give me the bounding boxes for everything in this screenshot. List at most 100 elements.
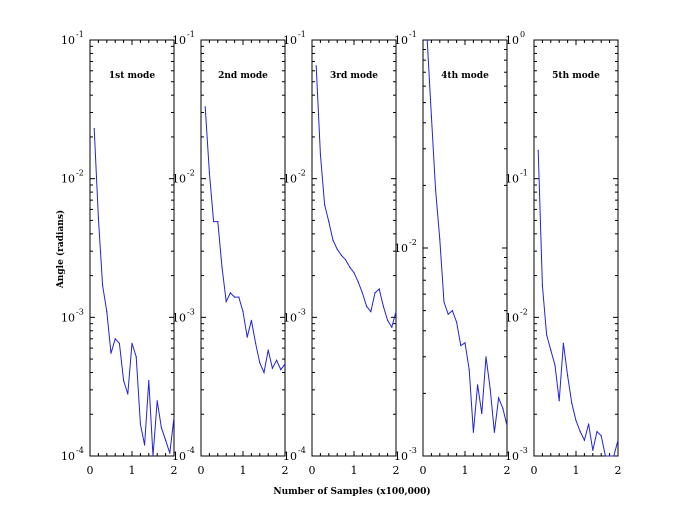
- y-tick-exponent: -1: [520, 169, 528, 178]
- y-tick-label: 10: [61, 450, 75, 463]
- x-axis-label: Number of Samples (x100,000): [273, 486, 430, 497]
- data-point: [374, 292, 376, 294]
- data-point: [246, 336, 248, 338]
- data-point: [395, 311, 397, 313]
- data-point: [554, 364, 556, 366]
- data-point: [267, 349, 269, 351]
- data-point: [571, 402, 573, 404]
- data-point: [506, 425, 508, 427]
- data-point: [131, 342, 133, 344]
- data-point: [456, 321, 458, 323]
- data-point: [387, 319, 389, 321]
- data-point: [156, 400, 158, 402]
- data-point: [575, 420, 577, 422]
- data-point: [502, 407, 504, 409]
- series-line-panel-3: [315, 65, 397, 329]
- y-tick-exponent: -2: [409, 238, 417, 247]
- data-point: [165, 439, 167, 441]
- x-tick-label: 2: [171, 464, 178, 477]
- data-point: [336, 248, 338, 250]
- data-point: [110, 352, 112, 354]
- y-tick-label: 10: [172, 173, 186, 186]
- x-tick-label: 0: [87, 464, 94, 477]
- data-point: [439, 238, 441, 240]
- data-point: [485, 356, 487, 358]
- data-point: [152, 455, 154, 457]
- data-point: [280, 369, 282, 371]
- data-point: [541, 284, 544, 286]
- panel-title-5: 5th mode: [552, 71, 600, 81]
- data-point: [464, 342, 466, 344]
- data-point: [114, 338, 116, 340]
- data-point: [472, 431, 474, 433]
- x-tick-label: 2: [504, 464, 511, 477]
- y-tick-exponent: -3: [298, 307, 306, 316]
- data-point: [468, 369, 470, 371]
- panel-frame-3: [311, 39, 397, 457]
- data-point: [148, 380, 150, 382]
- panel-frame-2: [200, 39, 286, 457]
- data-point: [284, 363, 286, 365]
- data-point: [460, 344, 462, 347]
- data-point: [378, 288, 380, 290]
- y-tick-exponent: -3: [520, 446, 528, 455]
- y-tick-exponent: -2: [76, 169, 84, 178]
- data-point: [315, 65, 317, 67]
- y-tick-exponent: -1: [187, 30, 195, 39]
- data-point: [328, 221, 330, 223]
- y-tick-exponent: -2: [298, 169, 306, 178]
- data-point: [271, 367, 273, 369]
- y-tick-label: 10: [505, 311, 519, 324]
- x-tick-label: 0: [309, 464, 316, 477]
- panel-title-4: 4th mode: [441, 71, 489, 81]
- data-point: [173, 416, 175, 418]
- data-point: [127, 393, 129, 395]
- y-tick-exponent: -4: [187, 446, 195, 455]
- data-point: [562, 342, 565, 344]
- data-point: [234, 296, 236, 298]
- data-point: [324, 204, 326, 206]
- y-tick-exponent: 0: [520, 30, 525, 39]
- data-point: [345, 259, 347, 261]
- y-tick-label: 10: [394, 34, 408, 47]
- data-point: [430, 115, 432, 117]
- data-point: [361, 292, 363, 294]
- data-point: [588, 423, 590, 425]
- data-point: [435, 189, 437, 191]
- y-tick-exponent: -3: [187, 307, 195, 316]
- data-point: [550, 349, 552, 351]
- x-tick-label: 1: [573, 464, 580, 477]
- data-point: [217, 221, 219, 223]
- panel-frame-5: [533, 39, 619, 457]
- panel-title-3: 3rd mode: [330, 71, 378, 81]
- data-point: [567, 375, 569, 377]
- y-tick-exponent: -1: [409, 30, 417, 39]
- series-line-panel-2: [204, 106, 286, 375]
- y-tick-label: 10: [172, 34, 186, 47]
- data-point: [592, 449, 594, 451]
- data-point: [139, 423, 141, 425]
- y-tick-label: 10: [283, 311, 297, 324]
- y-tick-label: 10: [394, 242, 408, 255]
- data-point: [102, 284, 104, 286]
- x-tick-label: 0: [531, 464, 538, 477]
- data-point: [546, 334, 548, 336]
- data-point: [97, 217, 99, 219]
- y-tick-exponent: -2: [187, 169, 195, 178]
- x-tick-label: 1: [129, 464, 136, 477]
- data-point: [426, 39, 428, 41]
- data-point: [169, 452, 171, 454]
- data-point: [213, 221, 215, 223]
- panel-title-2: 2nd mode: [218, 71, 268, 81]
- data-point: [579, 431, 581, 433]
- data-point: [259, 362, 261, 364]
- data-point: [106, 311, 108, 313]
- data-point: [221, 266, 223, 268]
- y-tick-exponent: -3: [76, 307, 84, 316]
- y-tick-exponent: -2: [520, 307, 528, 316]
- data-point: [319, 153, 321, 155]
- panel-frame-1: [89, 39, 175, 457]
- y-tick-exponent: -3: [409, 446, 417, 455]
- data-point: [123, 380, 125, 382]
- y-tick-exponent: -4: [76, 446, 84, 455]
